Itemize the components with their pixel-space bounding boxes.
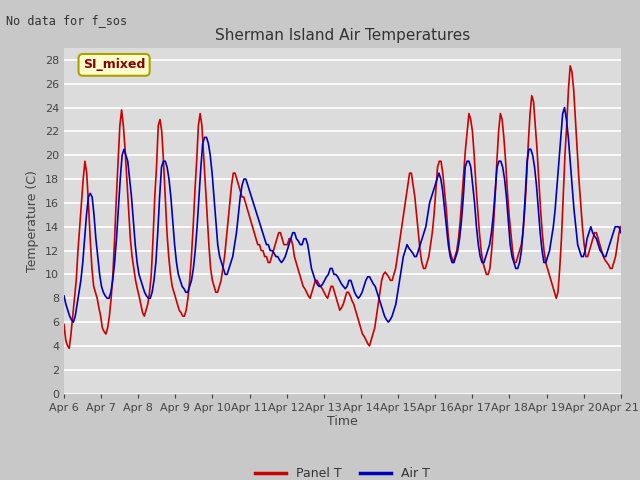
X-axis label: Time: Time (327, 415, 358, 429)
Text: No data for f_sos: No data for f_sos (6, 14, 127, 27)
Text: SI_mixed: SI_mixed (83, 59, 145, 72)
Title: Sherman Island Air Temperatures: Sherman Island Air Temperatures (215, 28, 470, 43)
Y-axis label: Temperature (C): Temperature (C) (26, 170, 39, 272)
Legend: Panel T, Air T: Panel T, Air T (250, 462, 435, 480)
